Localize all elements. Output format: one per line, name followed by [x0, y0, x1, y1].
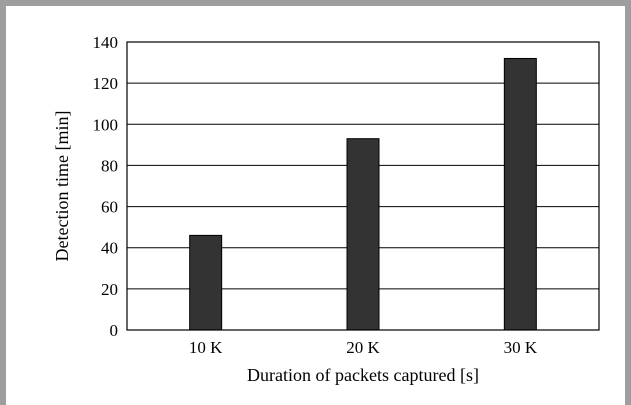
y-tick-label: 140: [93, 33, 119, 52]
y-tick-label: 0: [110, 321, 119, 340]
y-tick-label: 60: [101, 198, 118, 217]
x-tick-label: 30 K: [504, 338, 538, 357]
y-tick-label: 100: [93, 115, 119, 134]
x-axis-title: Duration of packets captured [s]: [247, 365, 479, 385]
y-axis-ticks: 0 20 40 60 80 100 120 140: [93, 33, 119, 340]
bar-10k: [189, 234, 223, 331]
y-tick-label: 120: [93, 74, 119, 93]
y-tick-label: 40: [101, 239, 118, 258]
y-tick-label: 20: [101, 280, 118, 299]
x-tick-label: 20 K: [346, 338, 380, 357]
bar-30k: [503, 57, 537, 331]
y-axis-title: Detection time [min]: [52, 111, 72, 262]
plot-area: [126, 41, 600, 331]
x-tick-label: 10 K: [189, 338, 223, 357]
x-axis-ticks: 10 K 20 K 30 K: [189, 338, 538, 357]
y-tick-label: 80: [101, 156, 118, 175]
bar-20k: [346, 138, 380, 331]
